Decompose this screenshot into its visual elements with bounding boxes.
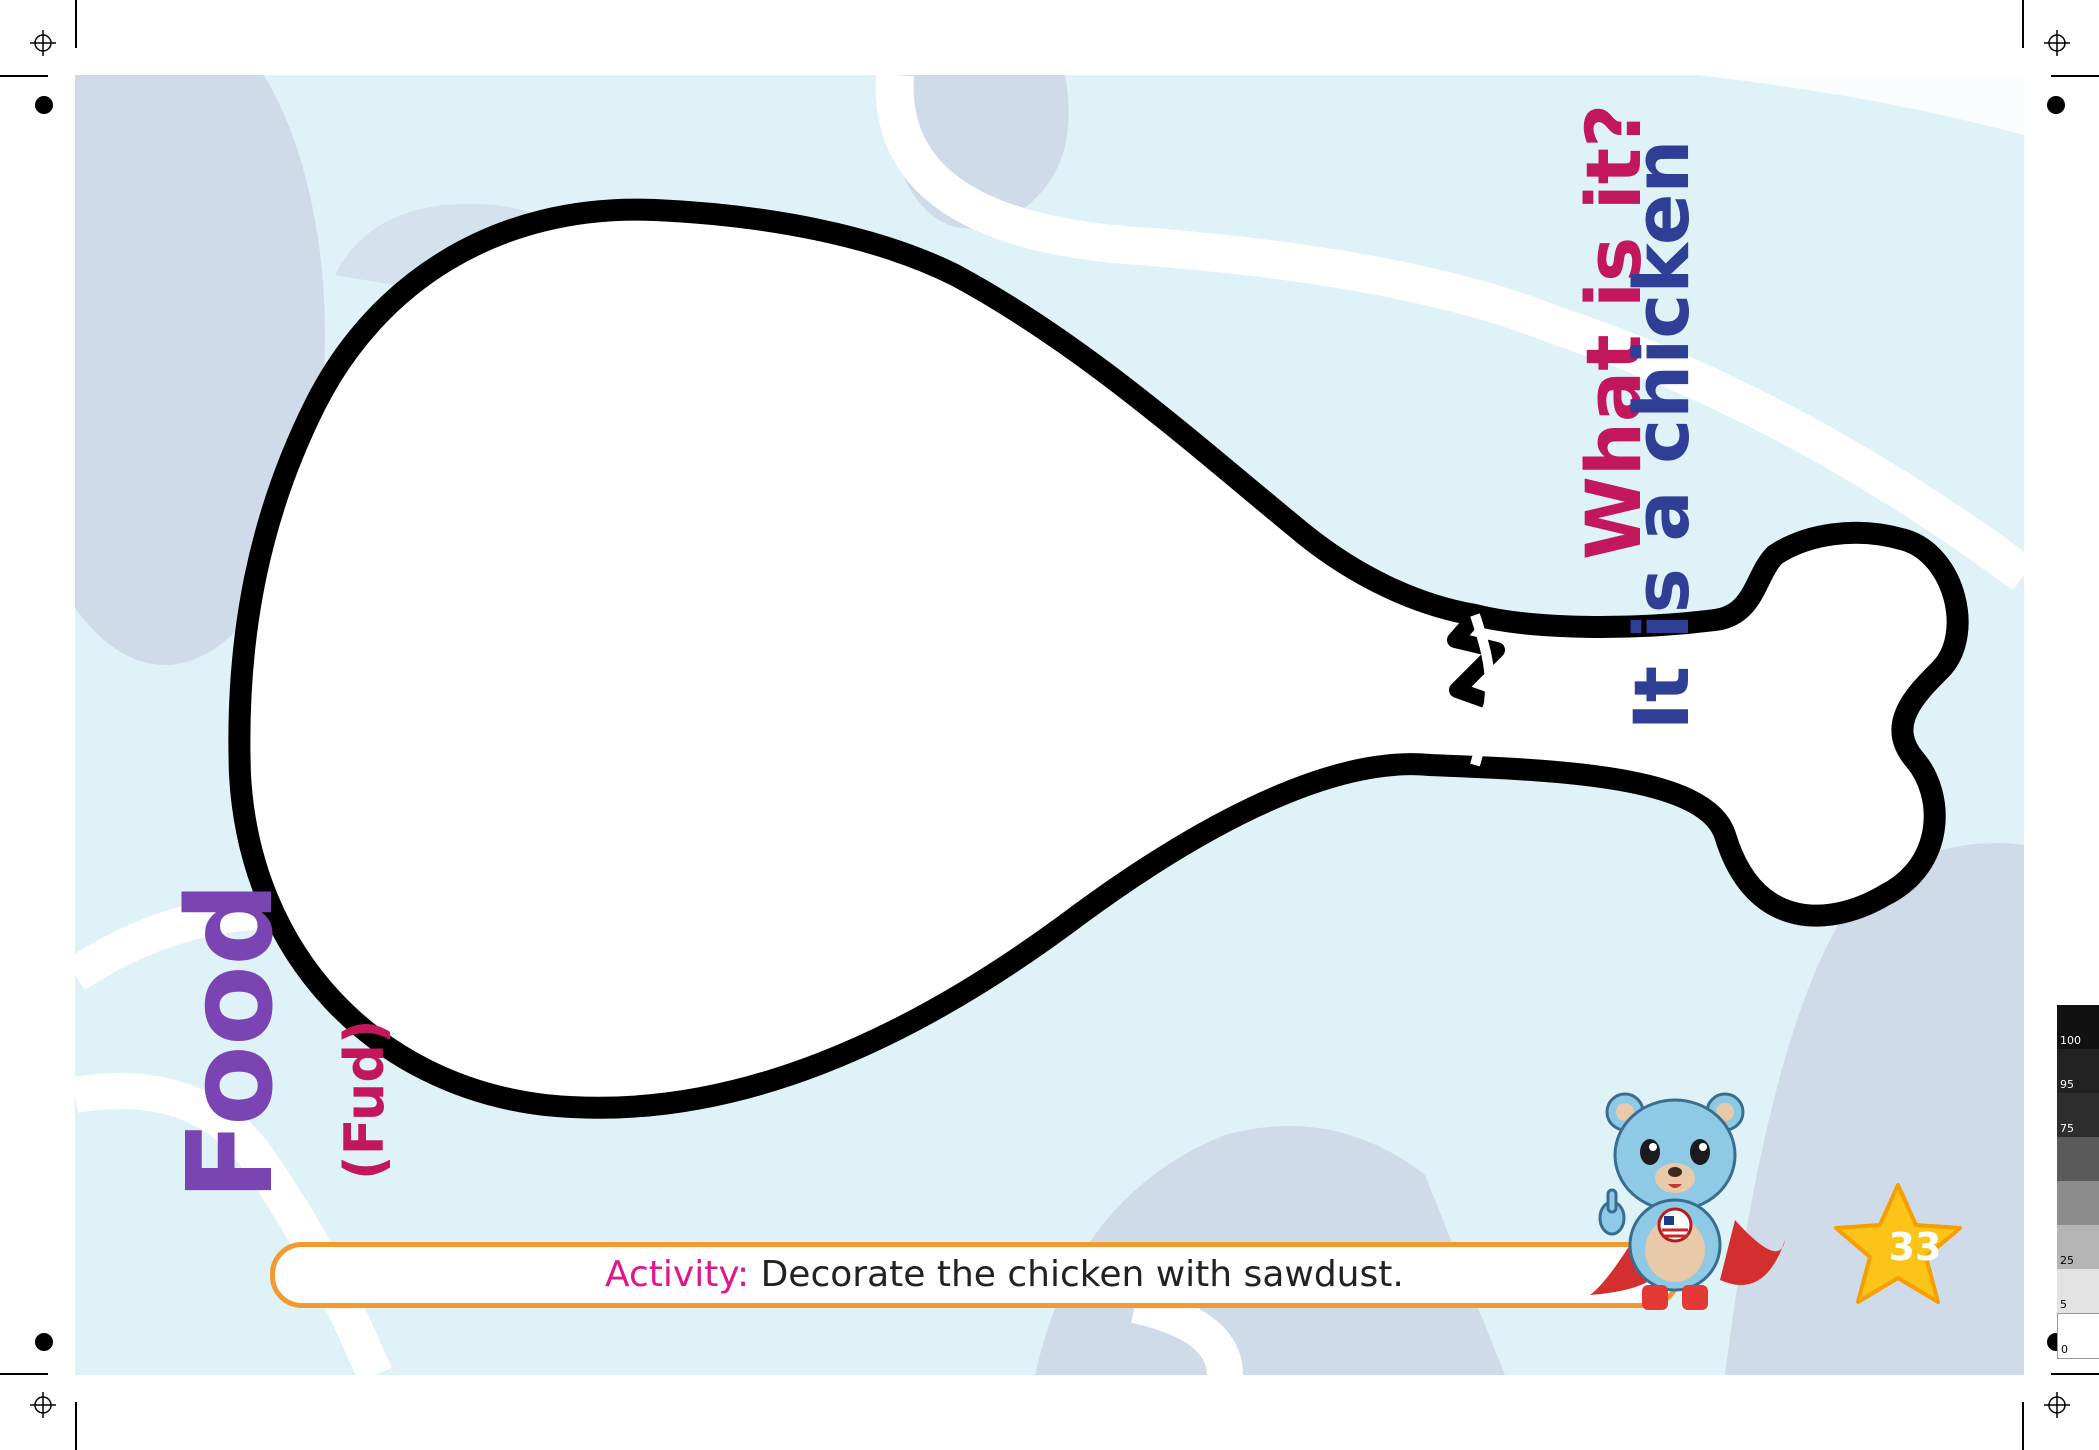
crop-mark [2051,75,2099,77]
answer-text: It is a chicken [1617,139,1706,731]
tone-swatch: 100 [2057,1005,2099,1049]
title-food: Food [161,882,299,1201]
crop-mark [0,75,48,77]
tone-swatch [2057,1137,2099,1181]
crop-mark [2022,0,2024,48]
tone-swatch-label: 5 [2060,1298,2067,1311]
crop-mark [2022,1402,2024,1450]
registration-mark [2044,1392,2070,1418]
worksheet-page [75,75,2024,1375]
tone-swatch-label: 75 [2060,1122,2074,1135]
crop-mark [0,1373,48,1375]
tone-swatch-label: 25 [2060,1254,2074,1267]
tone-swatch-label: 0 [2061,1343,2068,1356]
activity-instruction: Activity: Decorate the chicken with sawd… [605,1247,1404,1303]
page-number: 33 [1888,1225,1942,1269]
tone-swatch: 95 [2057,1049,2099,1093]
tone-swatch [2057,1181,2099,1225]
crop-mark [75,1402,77,1450]
registration-dot [2047,96,2065,114]
tone-swatch: 25 [2057,1225,2099,1269]
tone-swatch-label: 100 [2060,1034,2081,1047]
superhero-bear-mascot-icon [1590,1092,1785,1310]
registration-dot [35,1333,53,1351]
registration-mark [30,30,56,56]
registration-mark [2044,30,2070,56]
crop-mark [75,0,77,48]
activity-label: Activity: [605,1254,750,1295]
title-pronunciation: (Fud) [333,1019,396,1180]
activity-banner: Activity: Decorate the chicken with sawd… [270,1242,1680,1308]
tone-swatch: 5 [2057,1269,2099,1313]
registration-mark [30,1392,56,1418]
crop-mark [2051,1373,2099,1375]
tone-swatch: 75 [2057,1093,2099,1137]
registration-dot [35,96,53,114]
tone-swatch: 0 [2057,1313,2099,1359]
activity-text: Decorate the chicken with sawdust. [749,1254,1404,1295]
tone-swatch-label: 95 [2060,1078,2074,1091]
chicken-drumstick-outline [228,198,1969,1119]
page-number-star-icon [1834,1183,1962,1304]
